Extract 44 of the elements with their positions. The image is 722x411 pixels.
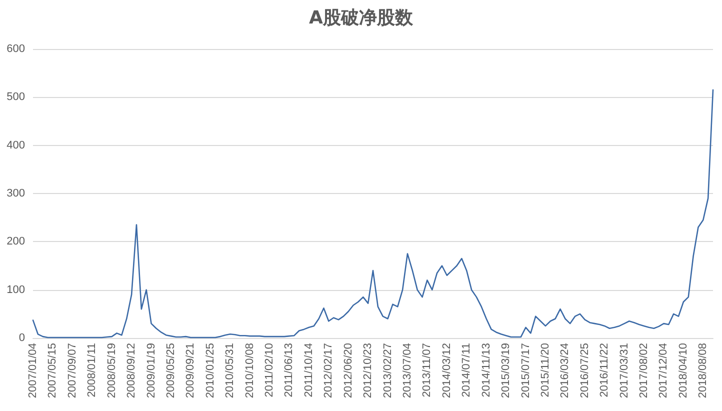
x-tick-label: 2018/04/10 <box>677 343 690 398</box>
x-tick-label: 2009/01/19 <box>145 343 158 398</box>
x-tick-label: 2009/05/25 <box>164 343 177 398</box>
x-tick-label: 2014/07/11 <box>460 343 473 398</box>
x-tick-label: 2014/11/13 <box>480 343 492 398</box>
x-tick-label: 2015/11/20 <box>539 343 552 398</box>
x-tick-label: 2017/08/02 <box>638 343 650 398</box>
x-tick-label: 2008/01/11 <box>86 343 98 398</box>
x-tick-label: 2013/11/07 <box>421 343 434 398</box>
y-tick-label: 100 <box>6 284 25 296</box>
x-tick-label: 2015/03/19 <box>500 343 512 398</box>
x-tick-label: 2012/10/23 <box>362 343 374 398</box>
x-tick-label: 2007/05/15 <box>46 343 59 398</box>
x-tick-label: 2009/09/21 <box>184 343 197 398</box>
x-tick-label: 2015/07/17 <box>520 343 532 398</box>
x-tick-label: 2011/02/10 <box>264 343 276 398</box>
x-tick-label: 2018/08/08 <box>697 343 710 398</box>
y-tick-label: 600 <box>6 43 25 55</box>
x-tick-label: 2013/02/27 <box>382 343 394 398</box>
x-tick-label: 2011/06/13 <box>283 343 296 398</box>
x-tick-label: 2017/03/31 <box>618 343 630 398</box>
x-tick-label: 2016/07/25 <box>578 343 591 398</box>
x-tick-label: 2010/10/08 <box>244 343 256 398</box>
x-tick-label: 2007/01/04 <box>27 343 39 398</box>
x-tick-label: 2012/02/17 <box>322 343 335 398</box>
x-tick-label: 2011/10/14 <box>302 343 315 398</box>
x-tick-label: 2016/11/22 <box>598 343 611 398</box>
chart-title: A股破净股数 <box>309 8 414 28</box>
y-tick-label: 500 <box>6 91 25 104</box>
y-tick-label: 400 <box>6 139 25 152</box>
x-tick-label: 2012/06/20 <box>342 343 354 398</box>
x-tick-label: 2017/12/04 <box>658 343 670 398</box>
x-tick-label: 2008/09/12 <box>126 343 138 398</box>
x-tick-label: 2014/03/12 <box>440 343 453 398</box>
x-tick-label: 2008/05/19 <box>106 343 118 398</box>
x-tick-label: 2007/09/07 <box>66 343 78 398</box>
y-tick-label: 200 <box>6 236 25 248</box>
y-tick-label: 300 <box>6 188 25 200</box>
x-tick-label: 2016/03/24 <box>559 343 572 398</box>
y-tick-label: 0 <box>18 332 25 344</box>
x-tick-label: 2010/05/31 <box>224 343 236 398</box>
line-series <box>32 89 714 338</box>
x-tick-label: 2010/01/25 <box>204 343 216 398</box>
x-tick-label: 2013/07/04 <box>401 343 414 398</box>
